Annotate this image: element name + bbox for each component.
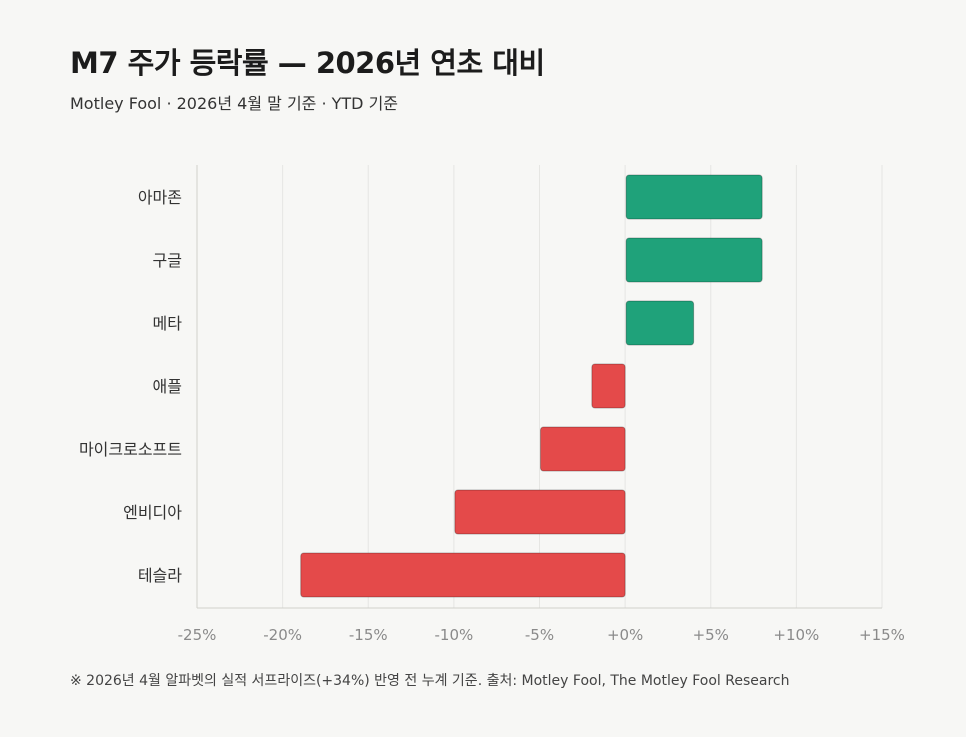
x-tick-label: -5%	[525, 626, 554, 644]
bar	[300, 552, 626, 598]
category-label: 테슬라	[138, 566, 182, 585]
axes	[196, 165, 882, 609]
bar	[454, 489, 626, 535]
tick-labels: -25% -20% -15% -10% -5% +0% +5% +10% +15%	[178, 626, 905, 644]
x-tick-label: +5%	[693, 626, 729, 644]
gridlines	[282, 165, 883, 608]
x-tick-label: +15%	[859, 626, 905, 644]
x-tick-label: -15%	[349, 626, 388, 644]
bars	[300, 174, 763, 598]
x-tick-label: -25%	[178, 626, 217, 644]
bar	[625, 300, 695, 346]
category-label: 메타	[153, 314, 183, 333]
x-tick-label: +10%	[773, 626, 819, 644]
x-tick-label: -20%	[263, 626, 302, 644]
category-label: 아마존	[138, 188, 182, 207]
chart-subtitle: Motley Fool · 2026년 4월 말 기준 · YTD 기준	[70, 94, 399, 113]
bar	[625, 174, 763, 220]
x-tick-label: -10%	[434, 626, 473, 644]
bar	[591, 363, 626, 409]
bar	[625, 237, 763, 283]
category-label: 마이크로소프트	[79, 440, 182, 459]
x-tick-label: +0%	[607, 626, 643, 644]
footnote: ※ 2026년 4월 알파벳의 실적 서프라이즈(+34%) 반영 전 누계 기…	[70, 673, 790, 689]
bar	[540, 426, 626, 472]
chart-title: M7 주가 등락률 — 2026년 연초 대비	[70, 46, 545, 80]
category-label: 애플	[153, 377, 182, 396]
category-label: 엔비디아	[123, 503, 182, 522]
category-label: 구글	[153, 251, 182, 270]
